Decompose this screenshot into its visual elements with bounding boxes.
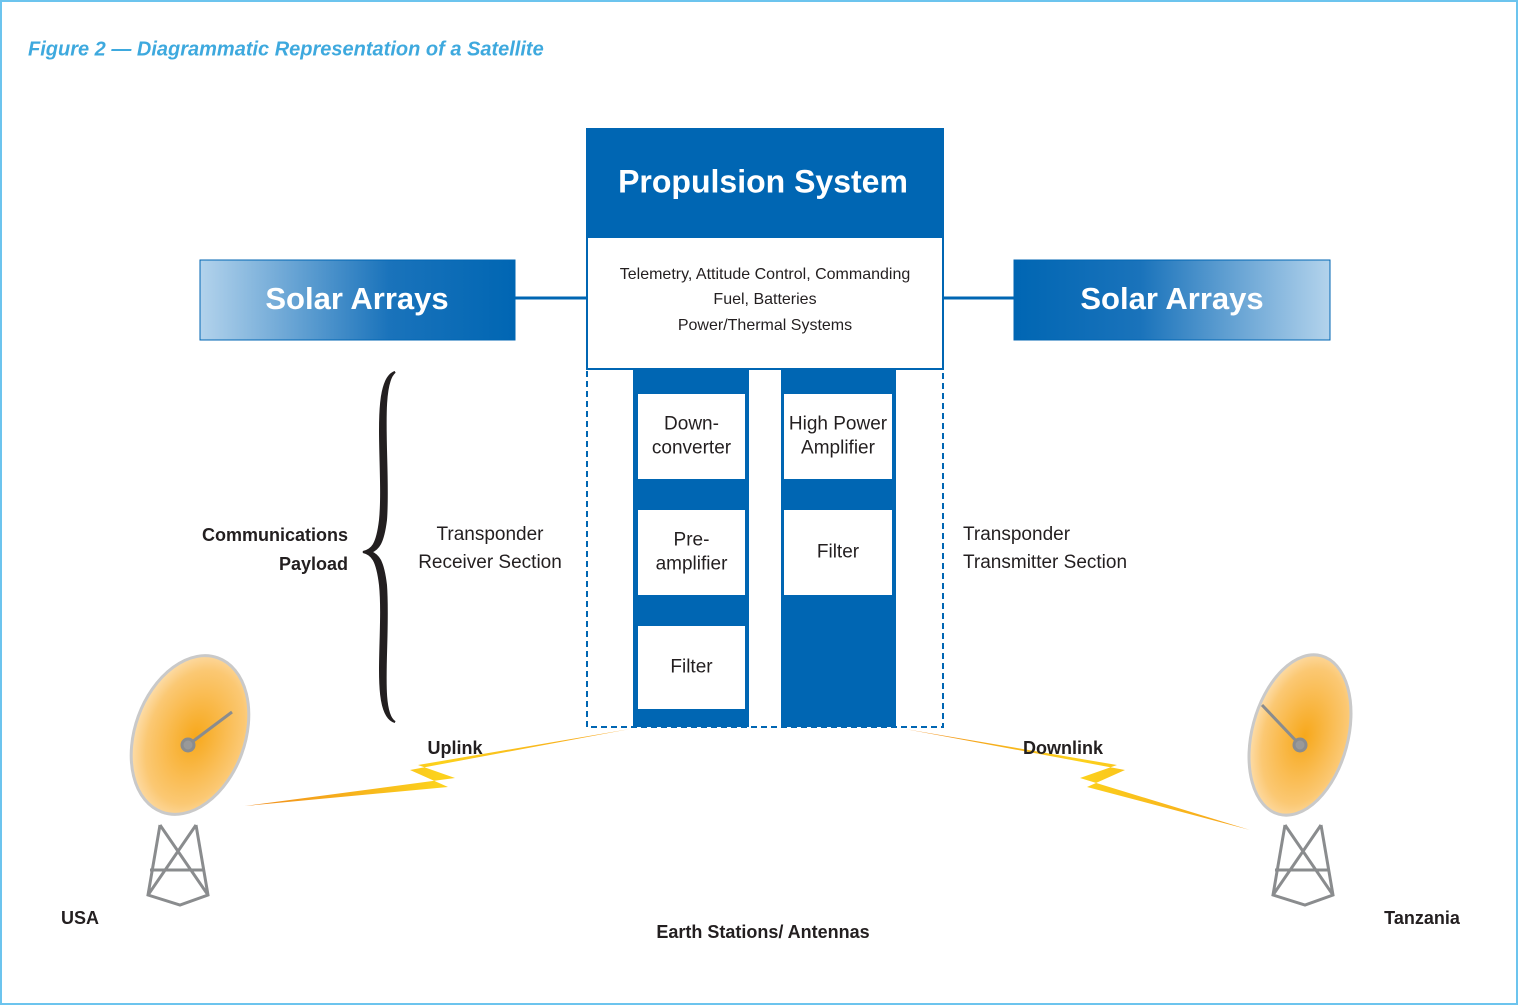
transmitter-label: Transmitter Section (963, 552, 1127, 573)
block-label: converter (652, 438, 732, 459)
transmitter-label: Transponder (963, 524, 1071, 545)
block-label: amplifier (656, 554, 728, 575)
payload-label: Communications (202, 525, 348, 545)
payload-label: Payload (279, 554, 348, 574)
uplink-label: Uplink (427, 738, 483, 758)
block-label: High Power (789, 414, 888, 435)
solar-label: Solar Arrays (1080, 281, 1263, 316)
bus-text: Power/Thermal Systems (678, 317, 852, 334)
block-label: Down- (664, 414, 719, 435)
receiver-label: Transponder (436, 524, 544, 545)
block-label: Filter (817, 542, 860, 563)
station-label: Tanzania (1384, 908, 1461, 928)
antenna (110, 639, 269, 905)
diagram: Figure 2 — Diagrammatic Representation o… (0, 0, 1518, 1005)
figure-title: Figure 2 — Diagrammatic Representation o… (28, 38, 544, 60)
block (638, 510, 745, 595)
block-label: Pre- (674, 530, 710, 551)
stations-label: Earth Stations/ Antennas (656, 922, 869, 942)
bus-text: Fuel, Batteries (713, 291, 816, 308)
block-label: Amplifier (801, 438, 876, 459)
antenna (1232, 643, 1367, 905)
station-label: USA (61, 908, 99, 928)
block (638, 394, 745, 479)
block-label: Filter (670, 657, 713, 678)
receiver-label: Receiver Section (418, 552, 562, 573)
solar-label: Solar Arrays (265, 281, 448, 316)
propulsion-label: Propulsion System (618, 163, 908, 199)
bus-text: Telemetry, Attitude Control, Commanding (620, 266, 911, 283)
block (784, 394, 892, 479)
downlink-label: Downlink (1023, 738, 1104, 758)
brace (363, 372, 395, 722)
